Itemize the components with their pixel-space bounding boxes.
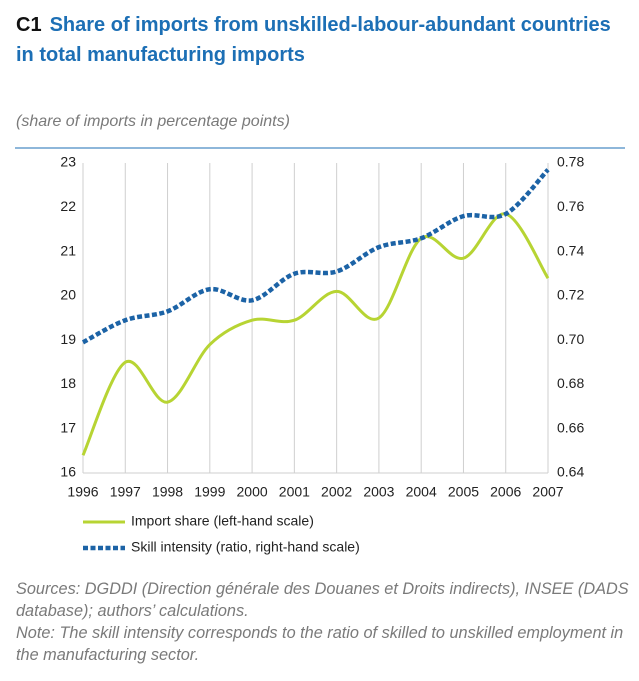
- y-tick-label: 21: [60, 242, 76, 258]
- y2-tick-label: 0.70: [557, 331, 584, 347]
- note: Note: The skill intensity corresponds to…: [16, 624, 624, 664]
- y-tick-label: 18: [60, 375, 76, 391]
- x-tick-label: 2002: [321, 484, 352, 500]
- y2-tick-label: 0.78: [557, 154, 584, 170]
- x-tick-label: 2000: [237, 484, 268, 500]
- x-tick-label: 2005: [448, 484, 479, 500]
- y2-tick-label: 0.72: [557, 287, 584, 303]
- x-tick-label: 2007: [532, 484, 563, 500]
- y2-tick-label: 0.66: [557, 419, 584, 435]
- x-tick-label: 2001: [279, 484, 310, 500]
- subtitle: (share of imports in percentage points): [16, 113, 290, 130]
- y-tick-label: 17: [60, 419, 76, 435]
- y2-tick-label: 0.68: [557, 375, 584, 391]
- y-tick-label: 20: [60, 287, 76, 303]
- source: Sources: DGDDI (Direction générale des D…: [16, 580, 629, 620]
- y-tick-label: 19: [60, 331, 76, 347]
- y2-tick-label: 0.64: [557, 464, 584, 480]
- notes: Sources: DGDDI (Direction générale des D…: [16, 578, 636, 666]
- series-line: [81, 212, 550, 456]
- series-line: [81, 168, 550, 345]
- x-tick-label: 1998: [152, 484, 183, 500]
- legend-label: Skill intensity (ratio, right-hand scale…: [131, 539, 360, 555]
- y2-tick-label: 0.74: [557, 242, 584, 258]
- x-tick-label: 1996: [67, 484, 98, 500]
- chart-label: C1: [16, 14, 42, 36]
- x-tick-label: 2003: [363, 484, 394, 500]
- y-tick-label: 22: [60, 198, 76, 214]
- x-tick-label: 1997: [110, 484, 141, 500]
- y2-tick-label: 0.76: [557, 198, 584, 214]
- title-block: C1 Share of imports from unskilled-labour…: [16, 10, 616, 70]
- x-tick-label: 1999: [194, 484, 225, 500]
- x-tick-label: 2006: [490, 484, 521, 500]
- chart-title: Share of imports from unskilled-labour-a…: [16, 14, 611, 66]
- legend-label: Import share (left-hand scale): [131, 513, 314, 529]
- y-tick-label: 16: [60, 464, 76, 480]
- y-tick-label: 23: [60, 154, 76, 170]
- x-tick-label: 2004: [406, 484, 437, 500]
